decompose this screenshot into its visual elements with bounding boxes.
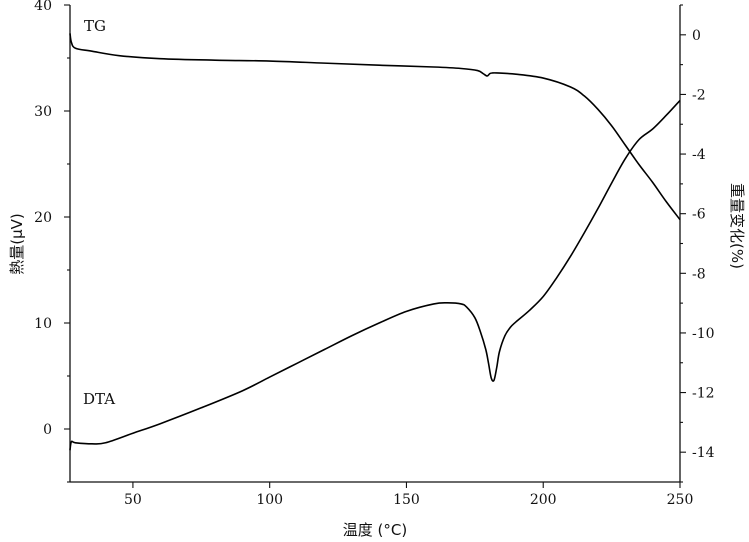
left-y-tick-label: 30 — [34, 104, 52, 120]
right-y-tick-label: -2 — [692, 87, 706, 103]
right-y-tick-label: -12 — [692, 386, 715, 402]
tg-series-label: TG — [84, 17, 106, 35]
right-y-axis-ticks: 0 -2 -4 -6 -8 -10 -12 -14 — [680, 4, 715, 483]
left-y-tick-label: 40 — [34, 0, 52, 14]
x-axis-ticks: 50 100 150 200 250 — [124, 482, 693, 508]
right-y-tick-label: 0 — [692, 28, 701, 44]
dta-series-label: DTA — [83, 390, 115, 408]
right-y-tick-label: -8 — [692, 266, 706, 282]
x-axis-title: 温度 (°C) — [343, 521, 407, 539]
left-y-axis-title: 熱量(μV) — [8, 213, 26, 275]
left-y-tick-label: 20 — [34, 210, 52, 226]
left-y-axis-ticks: 0 10 20 30 40 — [34, 0, 70, 483]
right-y-tick-label: -4 — [692, 147, 706, 163]
x-tick-label: 150 — [393, 492, 420, 508]
dta-series-line — [69, 99, 681, 451]
x-tick-label: 200 — [530, 492, 557, 508]
x-tick-label: 250 — [667, 492, 694, 508]
right-y-axis-title: 重量变化(%) — [728, 183, 746, 269]
left-y-tick-label: 10 — [34, 316, 52, 332]
tg-series-line — [69, 33, 681, 221]
right-y-tick-label: -6 — [692, 207, 706, 223]
right-y-tick-label: -14 — [692, 445, 715, 461]
x-tick-label: 50 — [124, 492, 142, 508]
x-tick-label: 100 — [256, 492, 283, 508]
right-y-tick-label: -10 — [692, 326, 715, 342]
left-y-tick-label: 0 — [43, 422, 52, 438]
